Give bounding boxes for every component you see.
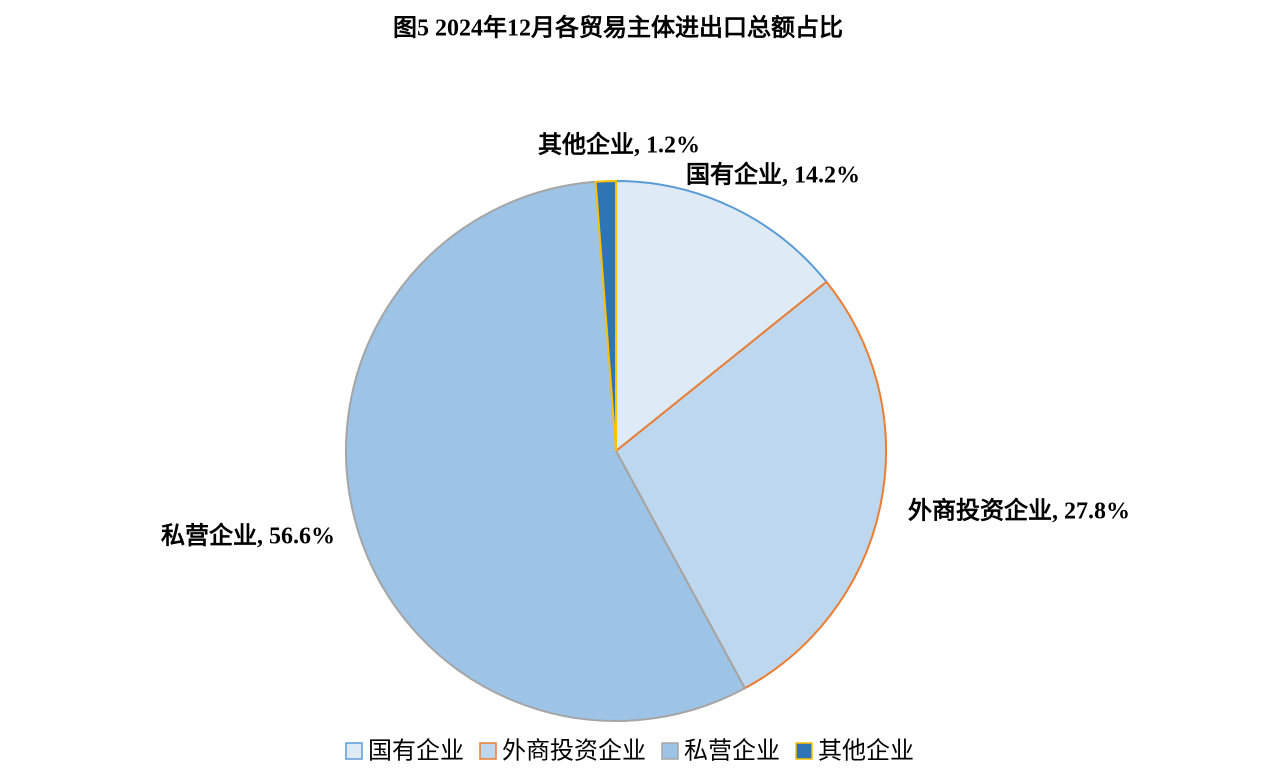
legend-swatch: [661, 742, 679, 760]
data-label: 私营企业, 56.6%: [161, 522, 335, 550]
pie-slice: [614, 280, 887, 690]
chart-title: 图5 2024年12月各贸易主体进出口总额占比: [393, 14, 843, 42]
pie-slice: [594, 179, 617, 452]
legend-label: 私营企业: [684, 738, 780, 765]
legend-label: 其他企业: [818, 738, 914, 765]
pie-slice: [615, 179, 828, 454]
legend-swatch: [795, 742, 813, 760]
pie-slice: [345, 180, 747, 722]
legend-label: 国有企业: [368, 738, 464, 765]
legend-label: 外商投资企业: [502, 738, 646, 765]
data-label: 其他企业, 1.2%: [538, 131, 700, 159]
legend-swatch: [345, 742, 363, 760]
data-label: 外商投资企业, 27.8%: [908, 497, 1130, 525]
legend-swatch: [479, 742, 497, 760]
data-label: 国有企业, 14.2%: [686, 161, 860, 189]
